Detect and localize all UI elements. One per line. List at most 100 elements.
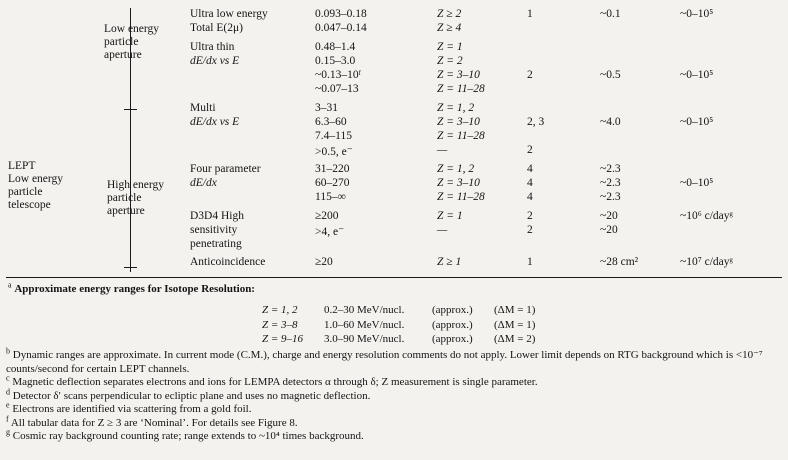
cell-dynamic-range: ~0–10⁵ xyxy=(680,8,714,20)
table-row: dE/dx vs E 6.3–60 Z = 3–10 2, 3 ~4.0 ~0–10⁵ xyxy=(190,116,784,130)
table-bottom-rule xyxy=(6,277,782,278)
cell-energy-range: ~0.07–13 xyxy=(315,83,359,95)
cell-energy-range: >4, e⁻ xyxy=(315,226,345,238)
footnote-a: a Approximate energy ranges for Isotope … xyxy=(8,280,786,297)
cell-charge-range: — xyxy=(437,144,448,156)
cell-parameters: 2 xyxy=(527,210,533,222)
cell-parameters: 2 xyxy=(527,224,533,236)
cell-parameters: 4 xyxy=(527,177,533,189)
cell-charge-range: Z = 1 xyxy=(437,210,463,222)
instrument-line: Low energy xyxy=(8,173,64,185)
cell-charge-range: Z ≥ 4 xyxy=(437,22,462,34)
footnote-marker: a xyxy=(8,280,12,290)
cell-geometric-factor: ~2.3 xyxy=(600,163,621,175)
table-row: ~0.13–10ᶠ Z = 3–10 2 ~0.5 ~0–10⁵ xyxy=(190,69,784,83)
cell-energy-range: ~0.13–10ᶠ xyxy=(315,69,361,81)
cell-charge-range: Z = 11–28 xyxy=(437,130,485,142)
isotope-energy: 0.2–30 MeV/nucl. xyxy=(324,304,405,316)
cell-energy-range: 0.48–1.4 xyxy=(315,41,356,53)
cell-energy-range: 6.3–60 xyxy=(315,116,347,128)
cell-parameters: 2, 3 xyxy=(527,116,545,128)
cell-geometric-factor: ~2.3 xyxy=(600,191,621,203)
cell-charge-range: Z = 3–10 xyxy=(437,69,480,81)
cell-parameters: 1 xyxy=(527,256,533,268)
cell-detector-mode: Ultra low energy xyxy=(190,8,268,20)
instrument-line: LEPT xyxy=(8,160,36,172)
rule-tick xyxy=(124,109,137,110)
cell-detector-mode: dE/dx xyxy=(190,177,217,189)
table-row: Ultra low energy 0.093–0.18 Z ≥ 2 1 ~0.1 ~0–1… xyxy=(190,8,784,22)
cell-geometric-factor: ~2.3 xyxy=(600,177,621,189)
isotope-row: Z = 3–8 1.0–60 MeV/nucl. (approx.) (ΔM = 1) xyxy=(262,318,535,333)
cell-charge-range: Z = 3–10 xyxy=(437,177,480,189)
table-row: Ultra thin 0.48–1.4 Z = 1 xyxy=(190,41,784,55)
cell-geometric-factor: ~20 xyxy=(600,210,618,222)
cell-detector-mode: Total E(2μ) xyxy=(190,22,243,34)
table-row: penetrating xyxy=(190,238,784,252)
cell-energy-range: 0.093–0.18 xyxy=(315,8,367,20)
isotope-charge: Z = 3–8 xyxy=(262,318,298,331)
cell-charge-range: Z = 11–28 xyxy=(437,83,485,95)
isotope-mass-res: (ΔM = 1) xyxy=(494,318,536,331)
footnote-marker: b xyxy=(6,346,10,356)
cell-dynamic-range: ~10⁷ c/dayᵍ xyxy=(680,256,733,268)
footnote-marker: e xyxy=(6,400,10,410)
footnote-text: Detector δ′ scans perpendicular to eclip… xyxy=(12,390,371,402)
table-vertical-rule xyxy=(130,8,131,272)
cell-geometric-factor: ~0.5 xyxy=(600,69,621,81)
isotope-row: Z = 1, 2 0.2–30 MeV/nucl. (approx.) (ΔM = 1… xyxy=(262,303,535,318)
footnote-marker: d xyxy=(6,387,10,397)
cell-charge-range: — xyxy=(437,224,448,236)
cell-charge-range: Z = 1, 2 xyxy=(437,102,475,114)
isotope-energy: 3.0–90 MeV/nucl. xyxy=(324,333,405,345)
aperture-line: Low energy xyxy=(104,23,160,35)
isotope-charge: Z = 1, 2 xyxy=(262,304,298,316)
cell-charge-range: Z = 2 xyxy=(437,55,463,67)
aperture-line: aperture xyxy=(107,205,145,217)
cell-dynamic-range: ~0–10⁵ xyxy=(680,116,714,128)
footnote-marker: f xyxy=(6,414,9,424)
cell-dynamic-range: ~0–10⁵ xyxy=(680,177,714,189)
aperture-low-label: Low energy particle aperture xyxy=(104,23,159,62)
cell-energy-range: >0.5, e⁻ xyxy=(315,146,353,158)
cell-detector-mode: sensitivity xyxy=(190,224,238,236)
cell-energy-range: 0.15–3.0 xyxy=(315,55,356,67)
instrument-line: particle xyxy=(8,186,43,198)
cell-detector-mode: Multi xyxy=(190,102,216,114)
table-row: Multi 3–31 Z = 1, 2 xyxy=(190,102,784,116)
table-row: dE/dx vs E 0.15–3.0 Z = 2 xyxy=(190,55,784,69)
table-row: Anticoincidence ≥20 Z ≥ 1 1 ~28 cm² ~10⁷ c/da… xyxy=(190,256,784,270)
cell-energy-range: 3–31 xyxy=(315,102,338,114)
cell-detector-mode: dE/dx vs E xyxy=(190,116,240,128)
aperture-line: particle xyxy=(107,192,142,204)
cell-parameters: 4 xyxy=(527,191,533,203)
cell-energy-range: ≥20 xyxy=(315,256,333,268)
cell-charge-range: Z = 11–28 xyxy=(437,191,485,203)
table-row: dE/dx 60–270 Z = 3–10 4 ~2.3 ~0–10⁵ xyxy=(190,177,784,191)
isotope-mass-res: (ΔM = 2) xyxy=(494,333,536,345)
footnote-text: All tabular data for Z ≥ 3 are ‘Nominal’… xyxy=(10,417,298,429)
cell-detector-mode: Anticoincidence xyxy=(190,256,266,268)
cell-energy-range: 0.047–0.14 xyxy=(315,22,367,34)
table-row: 7.4–115 Z = 11–28 xyxy=(190,130,784,144)
cell-energy-range: 60–270 xyxy=(315,177,350,189)
footnote-f: f All tabular data for Z ≥ 3 are ‘Nomina… xyxy=(6,414,784,431)
cell-parameters: 2 xyxy=(527,144,533,156)
rule-tick xyxy=(124,267,137,268)
cell-energy-range: 7.4–115 xyxy=(315,130,352,142)
table-row: 115–∞ Z = 11–28 4 ~2.3 xyxy=(190,191,784,205)
footnote-text: Magnetic deflection separates electrons … xyxy=(12,376,538,388)
cell-geometric-factor: ~4.0 xyxy=(600,116,621,128)
isotope-mass-res: (ΔM = 1) xyxy=(494,304,536,316)
cell-parameters: 4 xyxy=(527,163,533,175)
cell-geometric-factor: ~28 cm² xyxy=(600,256,639,268)
table-row: Total E(2μ) 0.047–0.14 Z ≥ 4 xyxy=(190,22,784,36)
instrument-line: telescope xyxy=(8,199,51,211)
footnote-b: b Dynamic ranges are approximate. In cur… xyxy=(6,346,784,376)
aperture-line: particle xyxy=(104,36,139,48)
footnote-marker: c xyxy=(6,373,10,383)
cell-charge-range: Z = 1, 2 xyxy=(437,163,475,175)
isotope-approx: (approx.) xyxy=(432,304,473,316)
footnote-marker: g xyxy=(6,427,10,437)
